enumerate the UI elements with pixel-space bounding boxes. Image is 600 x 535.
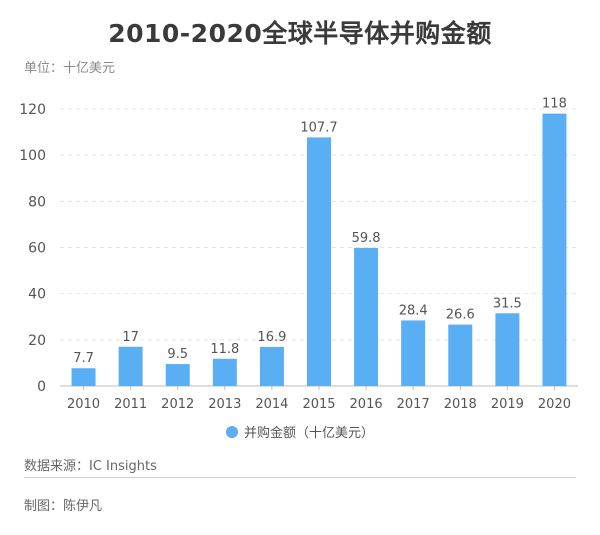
bar (165, 364, 190, 386)
data-label: 17 (122, 330, 139, 345)
unit-label: 单位：十亿美元 (24, 61, 116, 76)
y-tick-label: 40 (28, 287, 46, 303)
y-tick-label: 100 (19, 148, 46, 164)
chart-title: 2010-2020全球半导体并购金额 (108, 19, 492, 48)
bar (495, 313, 520, 386)
x-tick-label: 2019 (491, 397, 524, 412)
bar (542, 113, 567, 386)
x-tick-label: 2012 (161, 397, 194, 412)
legend-marker (225, 426, 238, 438)
y-tick-label: 80 (28, 194, 46, 210)
x-tick-label: 2017 (397, 397, 430, 412)
data-label: 7.7 (73, 351, 94, 366)
x-tick-label: 2018 (444, 397, 477, 412)
x-tick-label: 2010 (67, 397, 100, 412)
legend-label: 并购金额（十亿美元） (244, 425, 374, 441)
data-label: 26.6 (446, 308, 475, 323)
data-label: 31.5 (493, 296, 522, 311)
chart-credit: 制图：陈伊凡 (24, 499, 103, 514)
data-label: 11.8 (210, 342, 239, 357)
divider (24, 477, 576, 478)
bar (259, 346, 284, 386)
bar-chart: 0 20 40 60 80 100 120 7.7 2010 17 2011 9.5 2012 11.8 2… (19, 97, 578, 441)
bar (118, 346, 143, 386)
x-tick-label: 2016 (350, 397, 383, 412)
y-tick-label: 120 (19, 102, 46, 118)
bar (354, 247, 379, 386)
data-source: 数据来源：IC Insights (24, 459, 157, 474)
data-label: 28.4 (399, 303, 428, 318)
y-tick-label: 0 (37, 379, 46, 395)
data-label: 59.8 (352, 231, 381, 246)
bar (307, 137, 331, 386)
bar (448, 324, 473, 386)
x-tick-label: 2015 (302, 397, 335, 412)
y-tick-label: 60 (28, 241, 46, 257)
data-label: 9.5 (167, 347, 188, 362)
bar (212, 358, 237, 386)
data-label: 118 (542, 97, 567, 112)
x-tick-label: 2014 (255, 397, 288, 412)
x-tick-label: 2020 (538, 397, 571, 412)
x-tick-label: 2013 (208, 397, 241, 412)
y-tick-label: 20 (28, 333, 46, 349)
x-tick-label: 2011 (114, 397, 147, 412)
data-label: 107.7 (300, 120, 337, 135)
data-label: 16.9 (257, 330, 286, 345)
bar (71, 368, 96, 386)
bar (401, 320, 426, 386)
